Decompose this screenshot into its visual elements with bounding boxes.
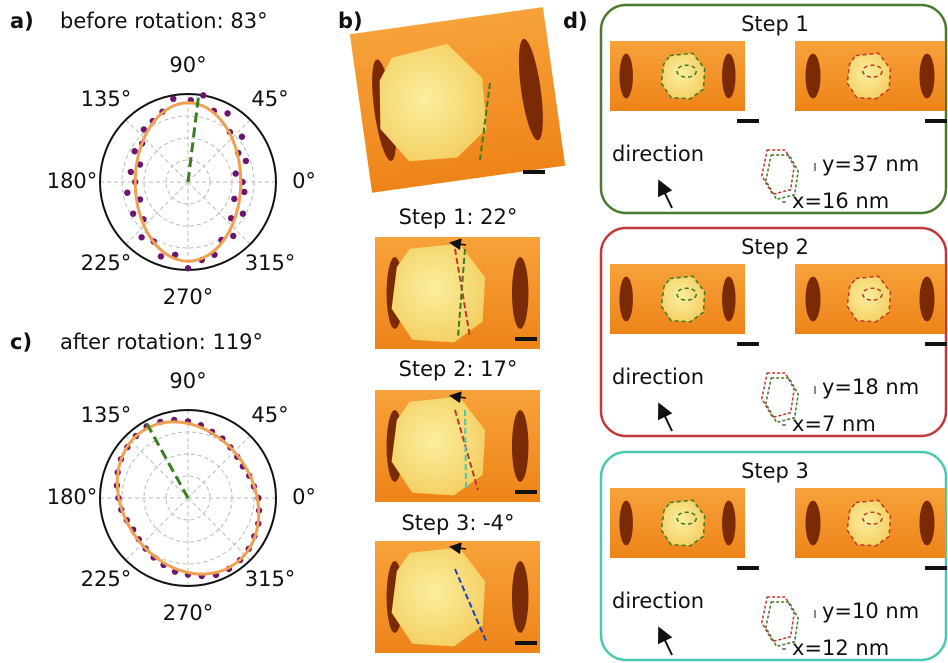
step-title: Step 2 <box>741 235 809 259</box>
direction-label: direction <box>612 142 704 166</box>
data-point <box>239 134 245 140</box>
direction-label: direction <box>612 589 704 613</box>
data-point <box>131 148 137 154</box>
slot <box>806 501 821 546</box>
panel-title: before rotation: 83° <box>60 9 268 33</box>
data-point <box>128 169 134 175</box>
slot <box>619 54 633 99</box>
data-point <box>231 196 237 202</box>
angle-label: 270° <box>163 285 214 309</box>
panel-title: after rotation: 119° <box>60 330 263 354</box>
outline <box>762 373 794 417</box>
data-point <box>158 253 164 259</box>
direction-label: direction <box>612 365 704 389</box>
afm-image <box>610 488 745 558</box>
scale-bar <box>515 641 537 645</box>
scale-bar <box>737 119 759 123</box>
slot <box>920 501 935 546</box>
slot <box>619 277 633 322</box>
data-point <box>170 96 176 102</box>
slot <box>512 561 529 633</box>
figure: a) before rotation: 83° c) after rotatio… <box>0 0 948 663</box>
shift-x: x=7 nm <box>792 412 876 436</box>
scale-bar <box>737 566 759 570</box>
scale-bar <box>925 342 947 346</box>
angle-label: 180° <box>47 485 98 509</box>
slot <box>512 257 529 329</box>
angle-label: 315° <box>245 251 296 275</box>
afm-image <box>795 264 945 334</box>
angle-label: 225° <box>81 567 132 591</box>
afm-image <box>375 541 540 653</box>
afm-image <box>795 41 945 111</box>
guide-line <box>465 410 466 490</box>
slot <box>722 54 736 99</box>
data-point <box>200 92 206 98</box>
shift-y: y=18 nm <box>822 375 919 399</box>
step-title: Step 1 <box>741 12 809 36</box>
direction-arrow <box>660 630 672 655</box>
angle-label: 90° <box>169 53 206 77</box>
grid-spoke <box>126 436 188 498</box>
afm-image <box>795 488 945 558</box>
step-title: Step 1: 22° <box>399 205 518 229</box>
slot <box>722 277 736 322</box>
data-point <box>240 210 246 216</box>
panel-label: a) <box>10 9 34 33</box>
angle-label: 270° <box>163 601 214 625</box>
outline <box>762 597 794 641</box>
afm-image <box>375 390 540 502</box>
slot <box>619 501 633 546</box>
angle-label: 45° <box>251 87 288 111</box>
angle-label: 180° <box>47 169 98 193</box>
step-title: Step 3: -4° <box>401 511 514 535</box>
data-point <box>241 189 247 195</box>
data-point <box>224 110 230 116</box>
data-point <box>232 170 238 176</box>
afm-image <box>610 41 745 111</box>
afm-image <box>350 7 565 193</box>
scale-bar <box>737 342 759 346</box>
shift-y: y=10 nm <box>822 599 919 623</box>
scale-bar <box>515 490 537 494</box>
slot <box>920 54 935 99</box>
step-title: Step 3 <box>741 459 809 483</box>
angle-label: 0° <box>292 169 316 193</box>
data-point <box>185 265 191 271</box>
angle-label: 135° <box>81 403 132 427</box>
slot <box>512 410 529 482</box>
angle-label: 90° <box>169 369 206 393</box>
scale-bar <box>925 566 947 570</box>
data-point <box>230 233 236 239</box>
grid-spoke <box>188 498 250 560</box>
angle-label: 225° <box>81 251 132 275</box>
angle-label: 0° <box>292 485 316 509</box>
panel-label: c) <box>10 330 32 354</box>
slot <box>806 54 821 99</box>
afm-image <box>610 264 745 334</box>
step-title: Step 2: 17° <box>399 357 518 381</box>
panel-label: d) <box>563 9 588 33</box>
scale-bar <box>523 170 545 174</box>
slot <box>722 501 736 546</box>
shift-x: x=12 nm <box>792 636 889 660</box>
direction-arrow <box>660 406 672 431</box>
angle-label: 135° <box>81 87 132 111</box>
scale-bar <box>515 337 537 341</box>
data-point <box>130 210 136 216</box>
angle-label: 315° <box>245 567 296 591</box>
slot <box>920 277 935 322</box>
panel-label: b) <box>338 9 363 33</box>
data-point <box>138 234 144 240</box>
scale-bar <box>925 119 947 123</box>
direction-arrow <box>660 183 672 208</box>
outline <box>762 150 794 194</box>
shift-y: y=37 nm <box>822 152 919 176</box>
slot <box>806 277 821 322</box>
angle-label: 45° <box>251 403 288 427</box>
data-point <box>124 189 130 195</box>
shift-x: x=16 nm <box>792 189 889 213</box>
data-point <box>243 158 249 164</box>
